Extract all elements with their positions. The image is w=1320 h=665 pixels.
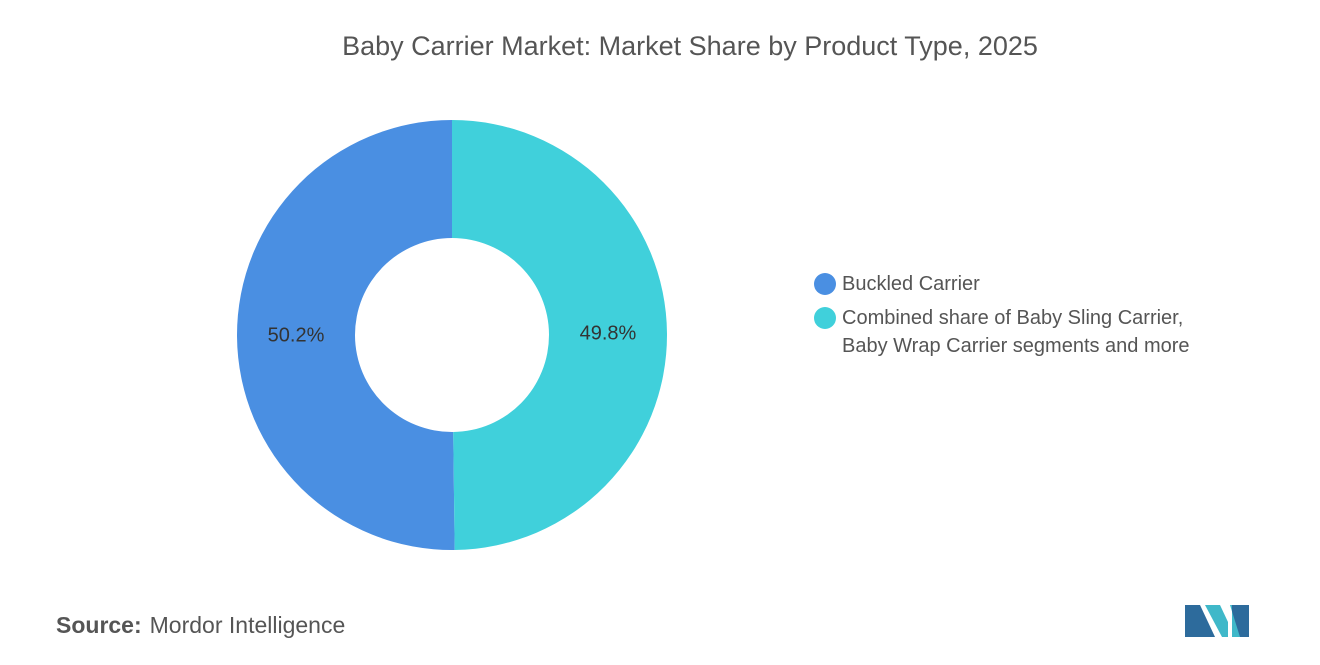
chart-title: Baby Carrier Market: Market Share by Pro… — [342, 31, 1038, 61]
legend-item: Buckled Carrier — [814, 270, 1234, 298]
data-label: 50.2% — [268, 324, 325, 346]
data-label: 49.8% — [580, 322, 637, 344]
legend-label: Combined share of Baby Sling Carrier, Ba… — [842, 307, 1190, 357]
legend: Buckled Carrier Combined share of Baby Sl… — [814, 270, 1234, 366]
donut-slice — [452, 120, 668, 550]
donut-slice — [237, 120, 455, 550]
source-text: Mordor Intelligence — [149, 612, 346, 638]
source-label: Source: — [56, 612, 142, 638]
legend-item: Combined share of Baby Sling Carrier, Ba… — [814, 304, 1234, 360]
legend-label: Buckled Carrier — [842, 273, 980, 295]
legend-swatch — [814, 273, 836, 295]
legend-swatch — [814, 307, 836, 329]
logo — [1185, 605, 1249, 637]
source: Source: Mordor Intelligence — [56, 612, 345, 639]
